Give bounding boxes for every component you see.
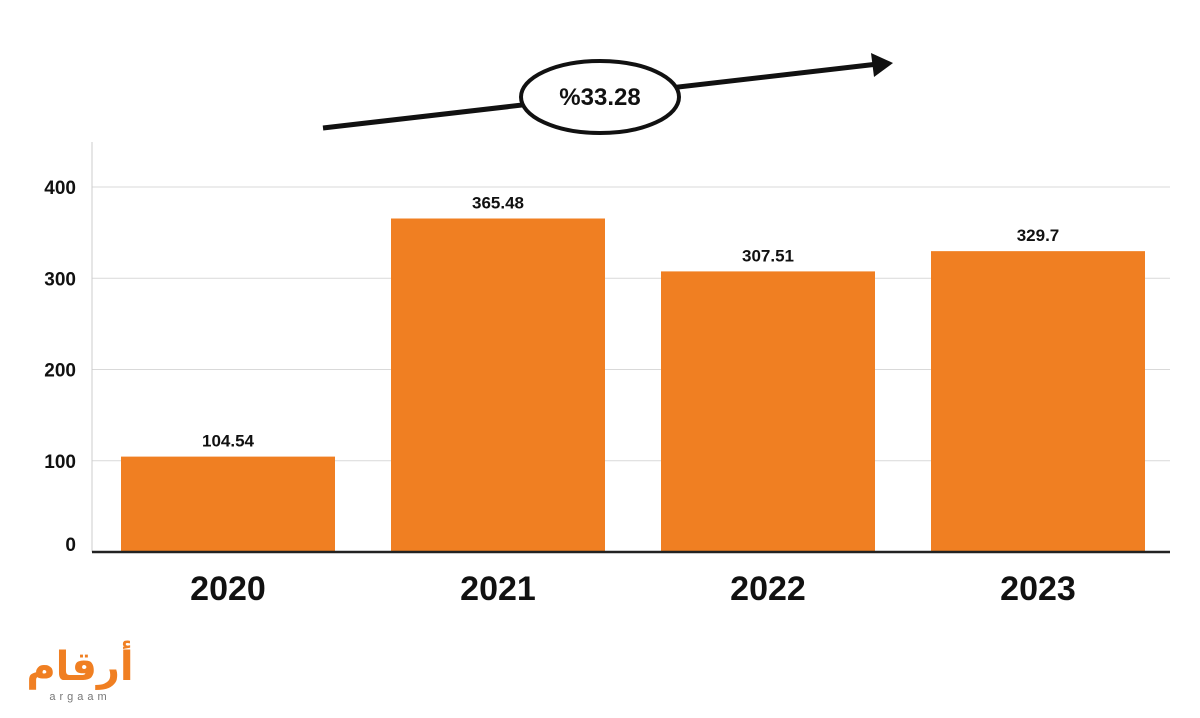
growth-label: %33.28 [559,84,640,111]
y-tick-label-0: 0 [65,535,76,556]
logo-latin: argaam [49,691,110,703]
y-axis-ticks: 0 100 200 300 400 [44,178,76,556]
value-label-2021: 365.48 [472,193,524,212]
category-label-2022: 2022 [730,570,806,608]
category-label-2023: 2023 [1000,570,1076,608]
growth-arrowhead [871,53,893,77]
category-labels: 2020 2021 2022 2023 [190,570,1076,608]
bar-2021 [391,218,605,552]
value-label-2023: 329.7 [1017,226,1060,245]
growth-annotation: %33.28 [322,53,893,135]
value-label-2022: 307.51 [742,246,794,265]
category-label-2021: 2021 [460,570,536,608]
value-labels: 104.54 365.48 307.51 329.7 [202,193,1059,450]
bar-2020 [121,456,335,552]
y-tick-label-200: 200 [44,361,76,382]
y-tick-label-300: 300 [44,269,76,290]
bars [121,218,1145,552]
logo-arabic: أرقام [26,640,133,690]
growth-ellipse [519,59,681,135]
category-label-2020: 2020 [190,570,266,608]
value-label-2020: 104.54 [202,432,255,451]
y-tick-label-400: 400 [44,178,76,199]
bar-2022 [661,271,875,552]
argaam-logo: أرقام argaam [26,640,133,703]
bar-2023 [931,251,1145,552]
y-tick-label-100: 100 [44,452,76,473]
